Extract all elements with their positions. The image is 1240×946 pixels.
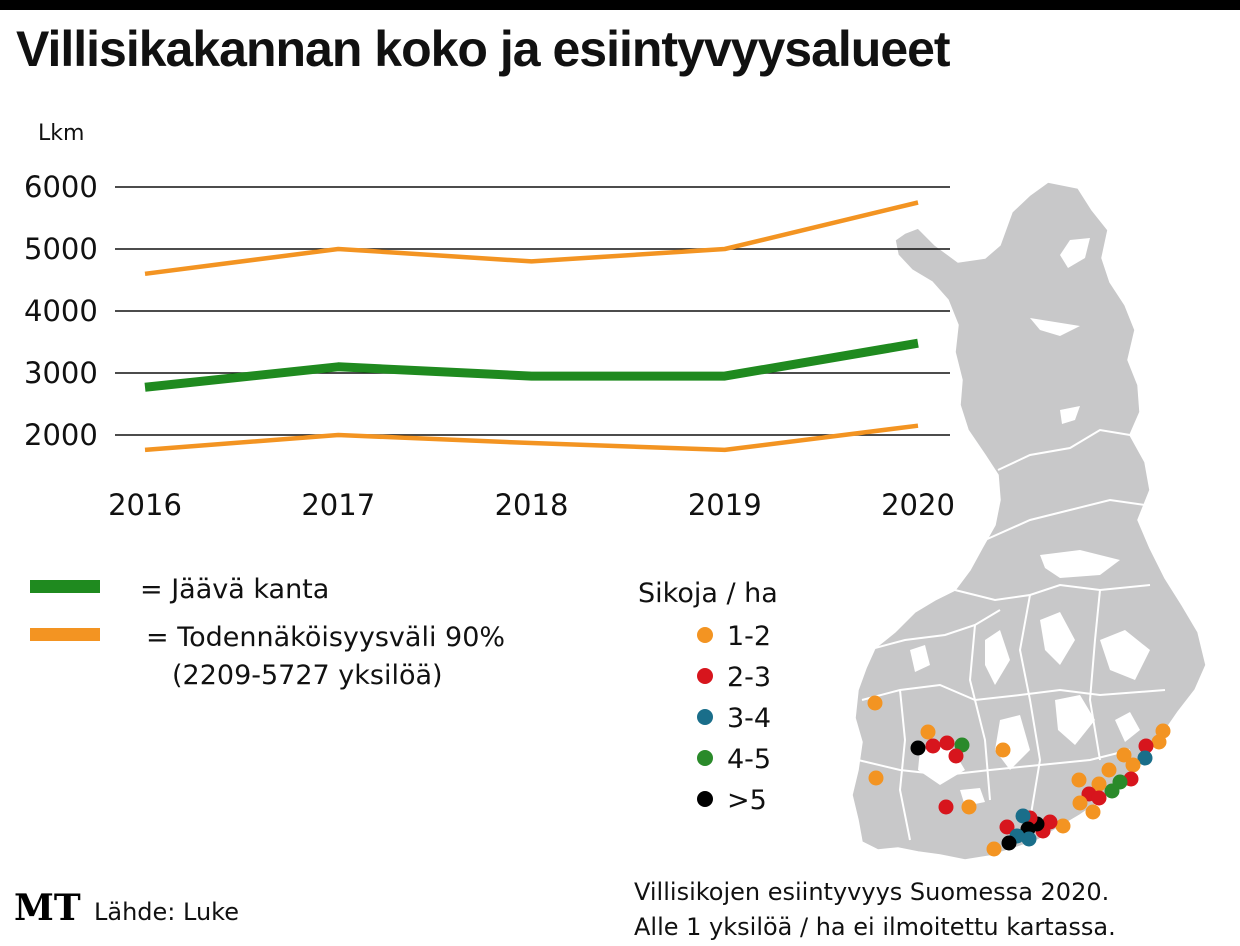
series-line-main	[144, 338, 919, 392]
map-caption-line-2: Alle 1 yksilöä / ha ei ilmoitettu kartas…	[634, 913, 1116, 941]
map-legend-label-3-4: 3-4	[727, 703, 771, 734]
y-tick-label: 2000	[24, 418, 98, 452]
series-lines	[144, 200, 919, 453]
map-dot	[1091, 790, 1107, 806]
series-line-upper	[144, 200, 919, 277]
map-dot	[939, 735, 955, 751]
map-dot	[986, 841, 1002, 857]
y-tick-label: 3000	[24, 356, 98, 390]
y-tick-label: 5000	[24, 232, 98, 266]
region-borders	[857, 428, 1166, 841]
map-legend-dot-3-4	[697, 709, 713, 725]
top-rule	[0, 0, 1240, 10]
source-label: Lähde: Luke	[94, 898, 239, 926]
map-dot	[1125, 757, 1141, 773]
x-tick-label: 2020	[881, 488, 955, 522]
y-tick-labels: 6000 5000 4000 3000 2000	[24, 170, 98, 452]
map-dot	[920, 724, 936, 740]
chart-legend: = Jäävä kanta = Todennäköisyysväli 90% (…	[30, 574, 505, 691]
map-legend-dot-gt5	[697, 791, 713, 807]
x-tick-labels: 2016 2017 2018 2019 2020	[108, 488, 955, 522]
map-legend-dot-1-2	[697, 627, 713, 643]
legend-sublabel-interval: (2209-5727 yksilöä)	[172, 660, 443, 691]
map-dot	[1151, 734, 1167, 750]
series-line-lower	[144, 423, 919, 453]
map-dot	[1071, 772, 1087, 788]
map-observation-dots	[867, 695, 1171, 857]
map-dot	[995, 742, 1011, 758]
map-dot	[1072, 795, 1088, 811]
map-dot	[925, 738, 941, 754]
legend-label-interval: = Todennäköisyysväli 90%	[146, 622, 505, 653]
legend-swatch-main	[30, 580, 100, 593]
map-dot	[938, 799, 954, 815]
map-legend-label-gt5: >5	[727, 785, 767, 816]
x-tick-label: 2019	[688, 488, 762, 522]
map-legend-label-1-2: 1-2	[727, 621, 771, 652]
legend-label-main: = Jäävä kanta	[140, 574, 329, 605]
map-dot	[1116, 747, 1132, 763]
map-dot	[954, 737, 970, 753]
map-dot	[1104, 783, 1120, 799]
map-legend-label-2-3: 2-3	[727, 662, 771, 693]
legend-swatch-interval	[30, 628, 100, 641]
y-tick-label: 4000	[24, 294, 98, 328]
x-tick-label: 2017	[301, 488, 375, 522]
x-tick-label: 2018	[495, 488, 569, 522]
map-caption-line-1: Villisikojen esiintyvyys Suomessa 2020.	[634, 878, 1109, 906]
map-dot	[1085, 804, 1101, 820]
x-tick-label: 2016	[108, 488, 182, 522]
map-dot	[1091, 776, 1107, 792]
map-legend: Sikoja / ha 1-2 2-3 3-4 4-5 >5	[638, 578, 778, 816]
map-dot	[1055, 818, 1071, 834]
map-dot	[1101, 762, 1117, 778]
map-legend-dot-2-3	[697, 668, 713, 684]
map-legend-label-4-5: 4-5	[727, 744, 771, 775]
map-dot	[961, 799, 977, 815]
map-dot	[910, 740, 926, 756]
map-dot	[1015, 808, 1031, 824]
map-dot	[867, 695, 883, 711]
brand-logo: MT	[14, 887, 81, 929]
map-dot	[1021, 831, 1037, 847]
map-dot	[999, 819, 1015, 835]
map-dot	[948, 748, 964, 764]
y-tick-label: 6000	[24, 170, 98, 204]
map-legend-title: Sikoja / ha	[638, 578, 778, 609]
map-dot	[1001, 835, 1017, 851]
y-axis-label: Lkm	[38, 121, 84, 146]
map-dot	[1137, 750, 1153, 766]
map-dot	[868, 770, 884, 786]
map-legend-dot-4-5	[697, 750, 713, 766]
chart-title: Villisikakannan koko ja esiintyvyysaluee…	[16, 21, 951, 77]
map-dot	[1138, 738, 1154, 754]
